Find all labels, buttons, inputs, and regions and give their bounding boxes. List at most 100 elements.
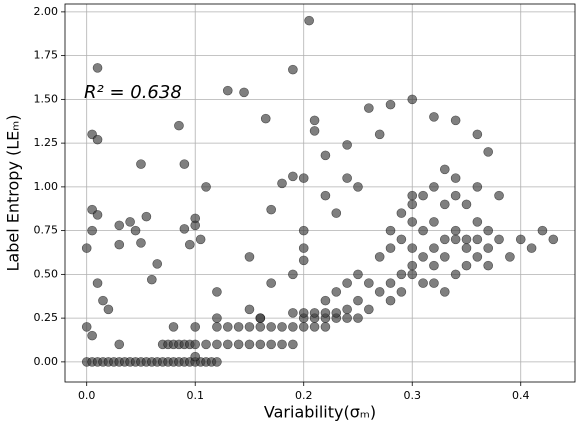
point <box>125 217 135 227</box>
point <box>483 260 493 271</box>
point <box>364 304 374 315</box>
point <box>288 171 298 182</box>
point <box>179 224 190 234</box>
point <box>244 339 255 350</box>
x-tick-label: 0.3 <box>403 389 421 402</box>
point <box>385 295 396 306</box>
point <box>222 85 233 96</box>
point <box>190 220 201 231</box>
y-tick-label: 1.75 <box>34 49 59 62</box>
point <box>255 322 266 332</box>
point <box>439 287 450 297</box>
point <box>385 278 396 288</box>
point <box>515 234 526 245</box>
point <box>418 225 428 236</box>
point <box>244 304 255 315</box>
point <box>114 339 125 350</box>
plot-frame <box>64 3 576 383</box>
point <box>266 322 276 332</box>
point <box>92 210 103 220</box>
point <box>396 287 407 297</box>
point <box>418 278 428 288</box>
point <box>92 134 103 145</box>
point <box>450 225 461 236</box>
point <box>81 322 92 332</box>
point <box>298 243 309 253</box>
point <box>364 278 374 288</box>
point <box>396 234 407 245</box>
x-axis-label: Variability(σₘ) <box>264 403 376 422</box>
point <box>439 164 450 175</box>
point <box>342 173 352 183</box>
point <box>407 269 418 280</box>
point <box>212 313 222 323</box>
point <box>130 225 141 236</box>
point <box>505 252 515 262</box>
y-tick-label: 1.25 <box>34 136 59 149</box>
point <box>331 287 342 297</box>
point <box>374 252 385 262</box>
point <box>212 287 222 297</box>
point <box>277 178 287 189</box>
point <box>260 113 271 124</box>
y-tick-label: 0.00 <box>34 355 59 368</box>
point <box>92 63 103 73</box>
point <box>450 190 461 201</box>
point <box>288 308 298 318</box>
point <box>152 259 163 269</box>
y-axis-label: Label Entropy (LEₘ) <box>4 115 23 272</box>
point <box>309 126 320 136</box>
point <box>288 64 298 75</box>
point <box>190 351 201 362</box>
point <box>548 234 559 245</box>
point <box>418 252 428 262</box>
point <box>266 339 276 350</box>
point <box>472 182 483 192</box>
point <box>174 120 184 131</box>
point <box>277 339 287 350</box>
point <box>450 269 461 280</box>
point <box>298 173 309 183</box>
point <box>429 278 439 288</box>
point <box>212 339 222 350</box>
point <box>494 190 504 201</box>
point <box>483 147 493 157</box>
point <box>288 322 298 332</box>
point <box>114 239 125 250</box>
point <box>537 225 548 236</box>
point <box>304 15 314 26</box>
point <box>244 322 255 332</box>
point <box>385 243 396 253</box>
point <box>233 322 244 332</box>
point <box>98 295 108 306</box>
y-tick-label: 0.25 <box>34 311 59 324</box>
point <box>407 190 418 201</box>
point <box>298 225 309 236</box>
point <box>342 313 352 323</box>
point <box>429 260 439 271</box>
point <box>461 243 472 253</box>
x-tick-label: 0.1 <box>186 389 204 402</box>
point <box>201 182 211 192</box>
point <box>298 308 309 318</box>
point <box>342 304 352 315</box>
point <box>407 243 418 253</box>
point <box>396 269 407 280</box>
point <box>374 287 385 297</box>
point <box>342 278 352 288</box>
point <box>353 269 363 280</box>
point <box>407 94 418 105</box>
point <box>244 252 255 262</box>
point <box>320 190 331 201</box>
point <box>407 217 418 227</box>
point <box>472 252 483 262</box>
point <box>418 190 428 201</box>
point <box>320 322 331 332</box>
point <box>168 322 179 332</box>
point <box>87 225 97 236</box>
point <box>385 99 396 110</box>
point <box>103 304 114 315</box>
point <box>179 159 190 169</box>
point <box>190 322 201 332</box>
point <box>461 234 472 245</box>
